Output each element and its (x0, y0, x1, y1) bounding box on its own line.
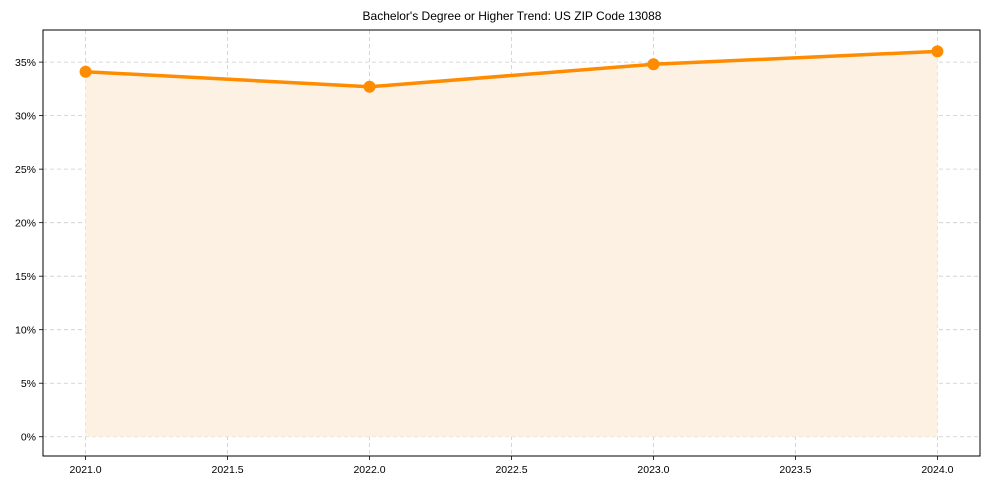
y-axis: 0% 5% 10% 15% 20% 25% 30% 35% (15, 57, 43, 444)
data-markers (79, 45, 944, 93)
y-tick-label: 35% (15, 57, 36, 69)
area-fill (85, 51, 938, 437)
y-tick-label: 5% (21, 378, 36, 390)
data-point-marker (363, 80, 376, 93)
y-tick-label: 10% (15, 325, 36, 337)
data-point-marker (647, 58, 660, 71)
x-tick-label: 2021.5 (211, 464, 243, 476)
y-tick-label: 20% (15, 218, 36, 230)
x-axis: 2021.0 2021.5 2022.0 2022.5 2023.0 2023.5 2024… (70, 456, 954, 476)
x-tick-label: 2024.0 (921, 464, 953, 476)
x-tick-label: 2023.5 (779, 464, 811, 476)
series-line (83, 49, 940, 89)
area-fill-path (85, 51, 938, 437)
y-tick-label: 15% (15, 271, 36, 283)
data-point-marker (79, 65, 92, 78)
x-tick-label: 2021.0 (70, 464, 102, 476)
data-point-marker (931, 45, 944, 58)
y-tick-label: 25% (15, 164, 36, 176)
x-tick-label: 2022.5 (495, 464, 527, 476)
y-tick-label: 0% (21, 432, 36, 444)
y-tick-label: 30% (15, 111, 36, 123)
x-tick-label: 2022.0 (353, 464, 385, 476)
x-tick-label: 2023.0 (637, 464, 669, 476)
data-line (83, 49, 940, 89)
chart-title: Bachelor's Degree or Higher Trend: US ZI… (363, 9, 662, 23)
